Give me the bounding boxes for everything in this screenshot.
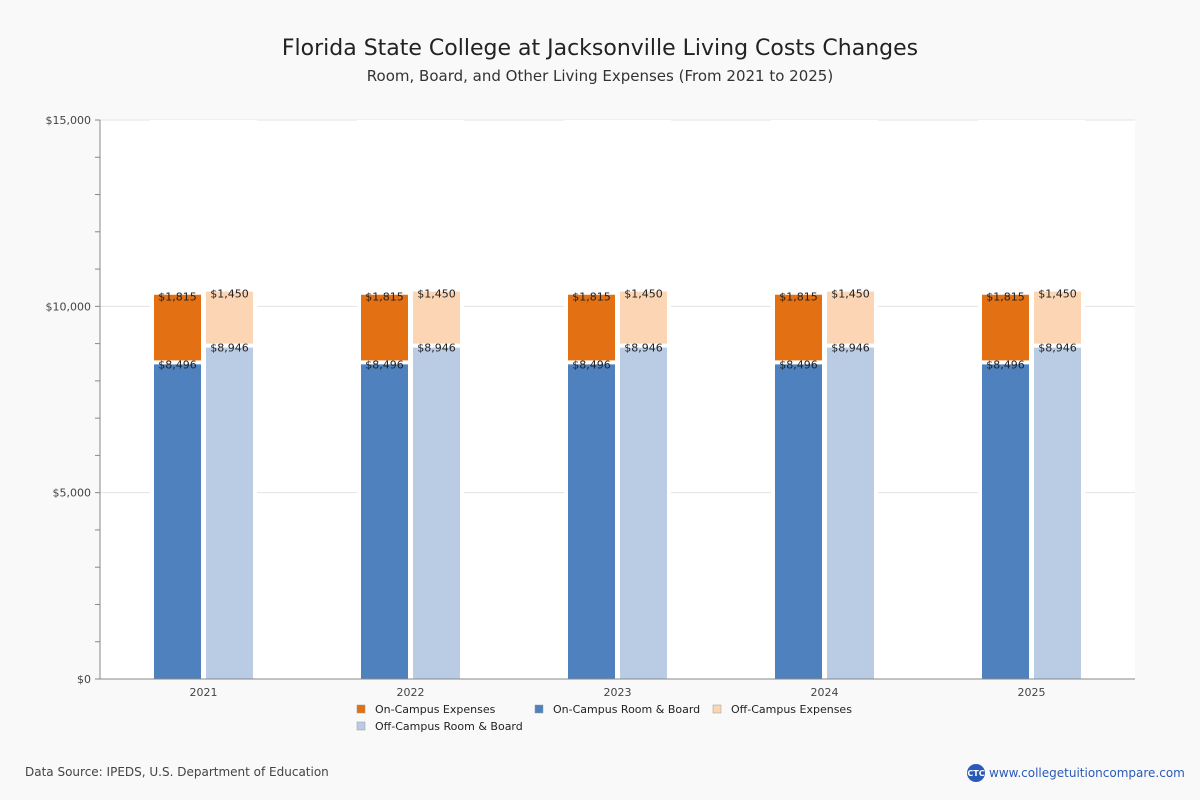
data-label: $8,496: [158, 358, 197, 371]
bar-segment: [827, 347, 874, 679]
bar-segment: [982, 294, 1029, 361]
brand-link[interactable]: CTC www.collegetuitioncompare.com: [967, 764, 1185, 782]
bar-segment: [775, 364, 822, 679]
data-label: $8,946: [624, 342, 663, 355]
data-label: $1,450: [417, 288, 456, 301]
bar-segment: [982, 364, 1029, 679]
bar-segment: [827, 291, 874, 344]
data-label: $1,450: [210, 288, 249, 301]
chart-subtitle: Room, Board, and Other Living Expenses (…: [366, 67, 834, 85]
bar-segment: [1034, 291, 1081, 344]
data-label: $8,496: [779, 358, 818, 371]
data-label: $8,496: [572, 358, 611, 371]
data-label: $8,946: [210, 342, 249, 355]
bar-segment: [568, 364, 615, 679]
x-tick-label: 2024: [811, 686, 839, 699]
x-tick-label: 2023: [604, 686, 632, 699]
data-label: $1,450: [624, 288, 663, 301]
data-label: $1,815: [779, 291, 818, 304]
bar-segment: [413, 347, 460, 679]
y-tick-label: $15,000: [46, 114, 92, 127]
data-label: $1,815: [986, 291, 1025, 304]
bar-segment: [154, 364, 201, 679]
data-label: $8,946: [417, 342, 456, 355]
data-label: $1,815: [365, 291, 404, 304]
data-label: $8,496: [365, 358, 404, 371]
legend-label: On-Campus Room & Board: [553, 703, 700, 716]
bar-segment: [775, 294, 822, 361]
bar-segment: [361, 294, 408, 361]
x-tick-label: 2021: [190, 686, 218, 699]
data-label: $8,946: [831, 342, 870, 355]
bar-segment: [620, 347, 667, 679]
bar-segment: [206, 291, 253, 344]
data-label: $1,450: [831, 288, 870, 301]
legend-swatch: [356, 721, 366, 731]
data-label: $8,496: [986, 358, 1025, 371]
data-label: $1,450: [1038, 288, 1077, 301]
data-label: $8,946: [1038, 342, 1077, 355]
legend-swatch: [534, 704, 544, 714]
y-tick-label: $5,000: [53, 487, 92, 500]
legend-label: Off-Campus Expenses: [731, 703, 852, 716]
legend-label: Off-Campus Room & Board: [375, 720, 523, 733]
y-tick-label: $10,000: [46, 300, 92, 313]
ctc-logo-icon: CTC: [967, 764, 985, 782]
data-source: Data Source: IPEDS, U.S. Department of E…: [25, 765, 329, 779]
legend-label: On-Campus Expenses: [375, 703, 496, 716]
bar-segment: [154, 294, 201, 361]
bar-segment: [413, 291, 460, 344]
data-label: $1,815: [572, 291, 611, 304]
x-tick-label: 2022: [397, 686, 425, 699]
data-label: $1,815: [158, 291, 197, 304]
y-tick-label: $0: [77, 673, 91, 686]
bar-segment: [206, 347, 253, 679]
legend-swatch: [712, 704, 722, 714]
legend-swatch: [356, 704, 366, 714]
brand-url: www.collegetuitioncompare.com: [989, 766, 1185, 780]
bar-segment: [1034, 347, 1081, 679]
bar-segment: [568, 294, 615, 361]
chart-title: Florida State College at Jacksonville Li…: [281, 36, 919, 61]
x-tick-label: 2025: [1018, 686, 1046, 699]
bar-segment: [361, 364, 408, 679]
bar-segment: [620, 291, 667, 344]
